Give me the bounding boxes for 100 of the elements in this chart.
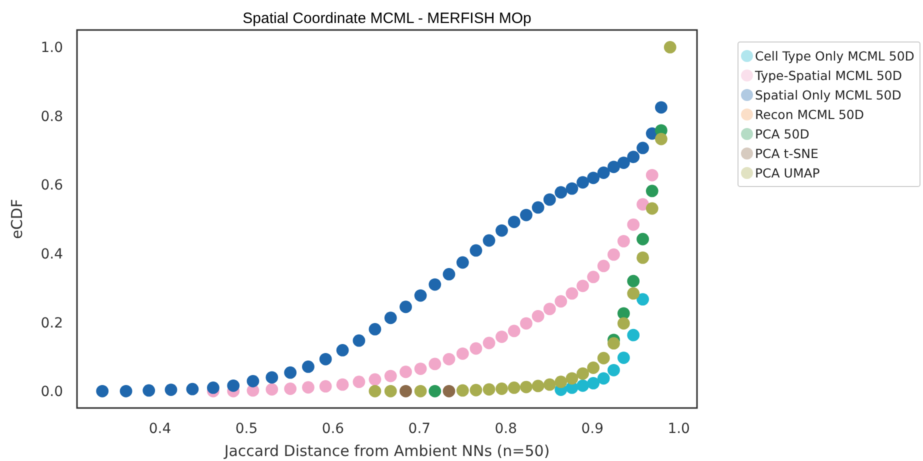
- point: [576, 379, 589, 392]
- y-tick-label: 0.8: [40, 108, 63, 125]
- point: [597, 372, 610, 385]
- legend-label: PCA UMAP: [755, 165, 820, 180]
- legend-label: PCA 50D: [755, 126, 810, 142]
- point: [587, 377, 600, 390]
- point: [284, 382, 297, 395]
- point: [627, 218, 640, 231]
- point: [617, 307, 630, 320]
- point: [597, 166, 610, 179]
- point: [302, 360, 314, 373]
- point: [352, 376, 366, 388]
- point: [384, 312, 397, 324]
- point: [266, 371, 278, 384]
- point: [414, 289, 427, 302]
- point: [627, 274, 640, 288]
- point: [636, 251, 649, 264]
- point: [319, 380, 332, 393]
- point: [482, 383, 496, 396]
- point: [508, 324, 520, 338]
- point: [566, 287, 578, 300]
- point: [456, 384, 469, 397]
- point: [520, 380, 532, 394]
- x-tick-label: 1.0: [668, 421, 690, 437]
- y-tick-label: 0.6: [40, 178, 64, 194]
- point: [496, 330, 508, 344]
- point: [456, 347, 469, 360]
- legend-label: Cell Type Only MCML 50D: [755, 48, 914, 64]
- legend-label: PCA t-SNE: [755, 146, 818, 161]
- point: [664, 40, 676, 54]
- point: [496, 224, 508, 237]
- point: [655, 101, 668, 114]
- point: [470, 384, 482, 396]
- point: [554, 186, 568, 199]
- y-axis-title: eCDF: [8, 199, 26, 239]
- point: [400, 300, 412, 314]
- point: [597, 260, 610, 272]
- x-tick-label: 0.5: [235, 421, 258, 437]
- point: [400, 366, 412, 378]
- point: [655, 132, 668, 146]
- point: [636, 293, 649, 306]
- point: [482, 336, 496, 350]
- point: [627, 287, 640, 300]
- x-tick-label: 0.4: [148, 421, 172, 437]
- point: [627, 150, 640, 164]
- point: [227, 379, 240, 392]
- point: [608, 160, 620, 174]
- legend-label: Spatial Only MCML 50D: [755, 87, 902, 102]
- point: [608, 364, 620, 376]
- point: [608, 248, 620, 261]
- point: [384, 384, 397, 398]
- point: [554, 295, 568, 308]
- point: [508, 216, 520, 228]
- point: [428, 384, 442, 398]
- point: [246, 374, 260, 388]
- point: [442, 268, 456, 280]
- point: [543, 378, 556, 391]
- point: [368, 384, 382, 398]
- point: [617, 317, 630, 330]
- point: [400, 384, 412, 398]
- point: [120, 384, 132, 398]
- point: [587, 172, 600, 184]
- point: [532, 380, 544, 392]
- x-tick-label: 0.8: [494, 421, 518, 437]
- point: [646, 168, 658, 182]
- point: [414, 384, 427, 398]
- point: [617, 352, 630, 364]
- point: [617, 234, 630, 248]
- point: [470, 342, 482, 355]
- point: [384, 370, 397, 382]
- point: [302, 381, 314, 394]
- point: [336, 344, 349, 356]
- point: [456, 256, 469, 269]
- x-tick-label: 0.6: [322, 421, 344, 437]
- point: [368, 323, 382, 336]
- point: [496, 382, 508, 395]
- point: [543, 302, 556, 316]
- point: [442, 352, 456, 366]
- point: [627, 328, 640, 342]
- point: [508, 382, 520, 394]
- point: [428, 358, 442, 370]
- point: [617, 156, 630, 169]
- point: [636, 198, 649, 211]
- point: [482, 234, 496, 247]
- point: [266, 383, 278, 396]
- point: [554, 376, 568, 388]
- point: [428, 278, 442, 291]
- point: [646, 202, 658, 215]
- y-tick-label: 1.0: [40, 40, 63, 56]
- y-tick-label: 0.4: [40, 246, 64, 262]
- x-tick-label: 0.9: [581, 421, 604, 437]
- point: [576, 176, 589, 189]
- y-tick-label: 0.0: [40, 384, 63, 400]
- point: [608, 337, 620, 350]
- x-axis-title: Jaccard Distance from Ambient NNs (n=50): [223, 442, 550, 460]
- point: [164, 384, 178, 396]
- point: [470, 244, 482, 257]
- point: [566, 372, 578, 385]
- point: [352, 334, 366, 347]
- point: [142, 384, 156, 397]
